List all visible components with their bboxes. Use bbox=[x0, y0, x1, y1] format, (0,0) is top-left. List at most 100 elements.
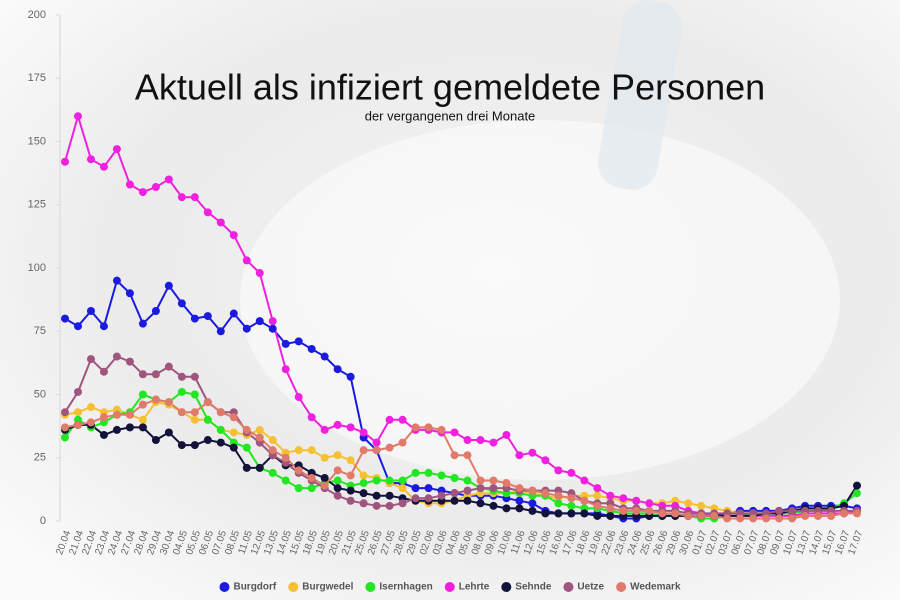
data-point bbox=[268, 324, 277, 333]
data-point bbox=[242, 463, 251, 472]
data-point bbox=[255, 433, 264, 442]
data-point bbox=[216, 438, 225, 447]
data-point bbox=[112, 352, 121, 361]
data-point bbox=[476, 499, 485, 508]
data-point bbox=[359, 471, 368, 480]
data-point bbox=[333, 420, 342, 429]
legend-label: Burgdorf bbox=[233, 582, 276, 593]
data-point bbox=[138, 188, 147, 197]
data-point bbox=[359, 499, 368, 508]
data-point bbox=[73, 420, 82, 429]
data-point bbox=[853, 489, 861, 498]
data-point bbox=[190, 193, 199, 202]
data-point bbox=[723, 514, 732, 523]
data-point bbox=[554, 466, 563, 475]
data-point bbox=[190, 390, 199, 399]
data-point bbox=[281, 476, 290, 485]
data-point bbox=[463, 451, 472, 460]
legend-swatch bbox=[219, 582, 230, 592]
data-point bbox=[294, 484, 303, 493]
data-point bbox=[489, 438, 498, 447]
data-point bbox=[203, 312, 212, 321]
data-point bbox=[86, 307, 95, 316]
data-point bbox=[333, 466, 342, 475]
data-point bbox=[255, 425, 264, 434]
data-point bbox=[164, 175, 173, 184]
legend-item: Isernhagen bbox=[365, 582, 433, 593]
data-point bbox=[515, 504, 524, 513]
data-point bbox=[476, 484, 485, 493]
data-point bbox=[593, 491, 602, 500]
data-point bbox=[151, 183, 160, 192]
data-point bbox=[463, 476, 472, 485]
data-point bbox=[658, 509, 667, 518]
data-point bbox=[359, 479, 368, 488]
data-point bbox=[125, 180, 134, 189]
data-point bbox=[177, 299, 186, 308]
legend-swatch bbox=[501, 582, 512, 592]
data-point bbox=[190, 415, 199, 424]
data-point bbox=[528, 448, 537, 457]
data-point bbox=[177, 408, 186, 417]
data-point bbox=[476, 476, 485, 485]
legend-swatch bbox=[616, 582, 627, 592]
data-point bbox=[346, 423, 355, 432]
data-point bbox=[606, 491, 615, 500]
data-point bbox=[177, 387, 186, 396]
chart-title: Aktuell als infiziert gemeldete Personen bbox=[135, 67, 765, 108]
data-point bbox=[476, 436, 485, 445]
data-point bbox=[684, 499, 693, 508]
data-point bbox=[840, 509, 849, 518]
legend-item: Wedemark bbox=[616, 582, 681, 593]
data-point bbox=[424, 494, 433, 503]
data-point bbox=[606, 504, 615, 513]
data-point bbox=[645, 506, 654, 515]
data-point bbox=[164, 428, 173, 437]
data-point bbox=[554, 491, 563, 500]
data-point bbox=[203, 415, 212, 424]
legend-label: Uetze bbox=[577, 582, 604, 593]
data-point bbox=[593, 501, 602, 510]
data-point bbox=[73, 408, 82, 417]
data-point bbox=[372, 476, 381, 485]
data-point bbox=[138, 370, 147, 379]
data-point bbox=[463, 486, 472, 495]
data-point bbox=[255, 269, 264, 278]
data-point bbox=[99, 367, 108, 376]
data-point bbox=[372, 438, 381, 447]
data-point bbox=[99, 322, 108, 331]
data-point bbox=[411, 494, 420, 503]
data-point bbox=[853, 509, 861, 518]
data-point bbox=[125, 410, 134, 419]
data-point bbox=[112, 410, 121, 419]
legend-item: Lehrte bbox=[444, 582, 490, 593]
data-point bbox=[112, 276, 121, 285]
data-point bbox=[151, 307, 160, 316]
data-point bbox=[437, 425, 446, 434]
data-point bbox=[177, 441, 186, 450]
data-point bbox=[190, 441, 199, 450]
data-point bbox=[489, 501, 498, 510]
data-point bbox=[294, 466, 303, 475]
data-point bbox=[463, 436, 472, 445]
data-point bbox=[216, 408, 225, 417]
data-point bbox=[242, 256, 251, 265]
data-point bbox=[138, 319, 147, 328]
data-point bbox=[268, 446, 277, 455]
data-point bbox=[61, 157, 69, 166]
data-point bbox=[554, 509, 563, 518]
data-point bbox=[580, 509, 589, 518]
data-point bbox=[788, 514, 797, 523]
data-point bbox=[827, 511, 836, 520]
data-point bbox=[502, 430, 511, 439]
data-point bbox=[359, 489, 368, 498]
data-point bbox=[554, 499, 563, 508]
data-point bbox=[710, 511, 719, 520]
y-tick-label: 125 bbox=[28, 199, 46, 211]
legend-item: Uetze bbox=[563, 582, 605, 593]
data-point bbox=[294, 393, 303, 402]
data-point bbox=[398, 438, 407, 447]
data-point bbox=[463, 496, 472, 505]
legend-item: Sehnde bbox=[501, 582, 552, 593]
